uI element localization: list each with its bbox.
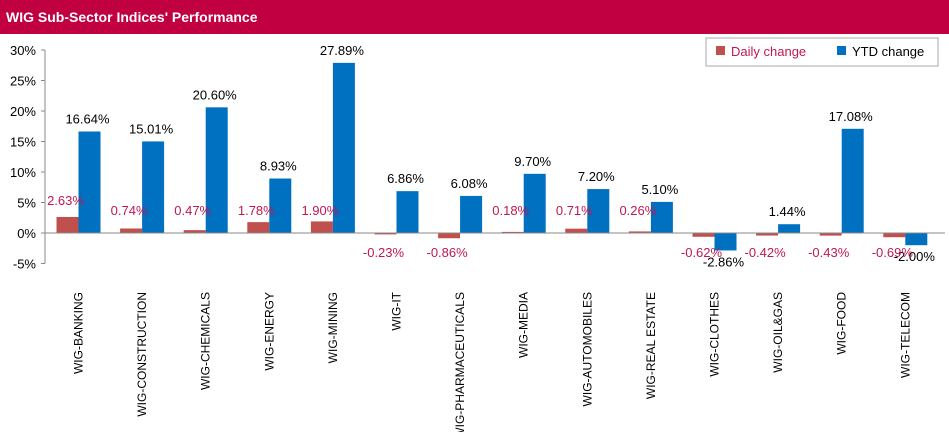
bar-ytd-12 [841, 128, 864, 233]
data-label-daily-8: 0.71% [556, 203, 593, 218]
bar-ytd-11 [778, 224, 801, 233]
bar-daily-8 [565, 228, 588, 233]
data-label-ytd-7: 9.70% [514, 154, 551, 169]
y-tick-label: 20% [10, 104, 36, 119]
x-tick-label: WIG-ENERGY [262, 292, 276, 371]
bar-daily-2 [183, 230, 206, 233]
data-label-daily-9: 0.26% [619, 203, 656, 218]
legend-swatch-ytd [837, 46, 846, 55]
x-tick-label: WIG-PHARMACEUTICALS [453, 292, 467, 432]
bar-daily-3 [247, 222, 270, 233]
data-label-daily-1: 0.74% [111, 203, 148, 218]
data-label-ytd-10: -2.86% [703, 254, 745, 269]
data-label-daily-10: -0.62% [681, 245, 723, 260]
y-tick-label: 0% [17, 226, 36, 241]
bar-ytd-5 [396, 191, 419, 233]
x-tick-label: WIG-OIL&GAS [771, 292, 785, 373]
data-label-ytd-3: 8.93% [260, 159, 297, 174]
title-bar: WIG Sub-Sector Indices' Performance [0, 0, 949, 34]
bar-daily-5 [374, 233, 397, 235]
y-tick-label: 25% [10, 74, 36, 89]
data-label-ytd-9: 5.10% [641, 182, 678, 197]
x-tick-label: WIG-CONSTRUCTION [135, 292, 149, 417]
data-label-ytd-4: 27.89% [320, 43, 365, 58]
x-tick-label: WIG-AUTOMOBILES [580, 292, 594, 406]
x-tick-label: WIG-MEDIA [517, 292, 531, 358]
bar-daily-9 [628, 231, 651, 233]
data-label-daily-5: -0.23% [363, 245, 405, 260]
bar-daily-6 [438, 233, 461, 239]
y-tick-label: 30% [10, 43, 36, 58]
bar-ytd-8 [587, 189, 610, 233]
data-label-ytd-1: 15.01% [129, 121, 174, 136]
data-label-ytd-11: 1.44% [769, 204, 806, 219]
bar-ytd-1 [142, 141, 165, 233]
data-label-daily-13: -0.69% [872, 245, 914, 260]
y-tick-label: -5% [13, 257, 37, 272]
legend-label-ytd: YTD change [852, 44, 924, 59]
bar-daily-11 [756, 233, 779, 236]
data-label-daily-4: 1.90% [301, 203, 338, 218]
bar-ytd-2 [205, 107, 228, 233]
x-tick-label: WIG-BANKING [72, 292, 86, 374]
bar-ytd-0 [78, 131, 101, 233]
x-tick-label: WIG-REAL ESTATE [644, 292, 658, 399]
data-label-ytd-12: 17.08% [829, 109, 874, 124]
x-tick-label: WIG-MINING [326, 292, 340, 363]
bar-daily-1 [120, 228, 143, 233]
bar-daily-4 [310, 221, 333, 233]
y-tick-label: 10% [10, 165, 36, 180]
legend-label-daily: Daily change [731, 44, 806, 59]
data-label-ytd-5: 6.86% [387, 171, 424, 186]
data-label-daily-7: 0.18% [492, 203, 529, 218]
bar-ytd-9 [650, 201, 673, 233]
x-tick-label: WIG-TELECOM [898, 292, 912, 378]
legend-swatch-daily [716, 46, 725, 55]
y-tick-label: 5% [17, 196, 36, 211]
data-label-ytd-6: 6.08% [451, 176, 488, 191]
legend-box [705, 37, 939, 67]
bar-daily-12 [819, 233, 842, 236]
data-label-ytd-8: 7.20% [578, 169, 615, 184]
bar-daily-13 [883, 233, 906, 238]
data-label-ytd-13: -2.00% [894, 249, 936, 264]
bar-ytd-3 [269, 178, 292, 233]
data-label-ytd-0: 16.64% [65, 111, 110, 126]
bar-ytd-13 [905, 233, 928, 246]
x-tick-label: WIG-FOOD [835, 292, 849, 355]
bar-ytd-4 [332, 62, 355, 233]
bar-ytd-7 [523, 173, 546, 233]
data-label-daily-6: -0.86% [426, 245, 468, 260]
bar-daily-0 [56, 216, 79, 233]
data-label-daily-11: -0.42% [744, 245, 786, 260]
y-tick-label: 15% [10, 135, 36, 150]
data-label-daily-0: 2.63% [47, 193, 84, 208]
bar-daily-10 [692, 233, 715, 237]
data-label-ytd-2: 20.60% [193, 87, 238, 102]
bar-ytd-10 [714, 233, 737, 251]
data-label-daily-3: 1.78% [238, 203, 275, 218]
data-label-daily-12: -0.43% [808, 245, 850, 260]
data-label-daily-2: 0.47% [174, 203, 211, 218]
chart-title: WIG Sub-Sector Indices' Performance [6, 9, 258, 25]
x-tick-label: WIG-CHEMICALS [199, 292, 213, 390]
bar-daily-7 [501, 231, 524, 233]
x-tick-label: WIG-CLOTHES [708, 292, 722, 377]
bar-ytd-6 [460, 195, 483, 233]
x-tick-label: WIG-IT [390, 291, 404, 330]
